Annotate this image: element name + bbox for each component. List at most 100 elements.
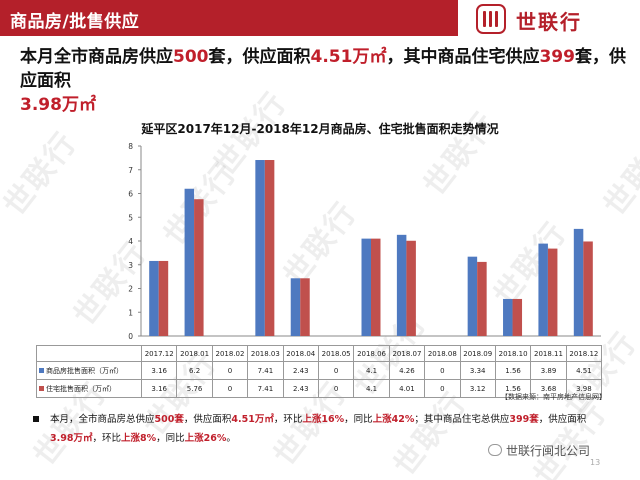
table-cell: 3.12 [459,379,496,398]
bar-commercial [396,234,407,336]
table-header-cell: 2018.09 [459,345,496,362]
table-header-cell: 2018.04 [282,345,319,362]
headline-value-res-area: 3.98万㎡ [20,95,96,115]
table-cell: 7.41 [247,379,284,398]
table-cell: 0 [317,361,355,380]
table-row-residential: 住宅批售面积（万㎡） 3.16 5.76 0 7.41 2.43 0 4.1 4… [36,379,603,398]
table-cell: 2.43 [282,379,319,398]
summary-part: ；其中商品住宅总供应 [414,414,510,425]
chart-title: 延平区2017年12月-2018年12月商品房、住宅批售面积走势情况 [141,122,499,136]
bar-residential [264,160,275,336]
summary-highlight: 上涨26% [184,433,227,444]
headline: 本月全市商品房供应500套，供应面积4.51万㎡，其中商品住宅供应399套，供应… [20,45,632,117]
table-cell: 3.16 [140,361,178,380]
summary-part: ，同比 [344,414,373,425]
table-header-cell: 2018.05 [317,345,355,362]
table-cell: 4.26 [388,361,426,380]
summary-highlight: 上涨16% [302,414,345,425]
legend-swatch-commercial [39,368,44,373]
header-bar: 商品房/批售供应 [0,0,458,36]
table-header-cell: 2018.01 [176,345,213,362]
table-cell: 0 [317,379,355,398]
bar-commercial [573,228,584,336]
bar-residential [300,278,310,336]
table-cell: 3.68 [530,379,567,398]
bar-residential [371,238,381,336]
bar-commercial [538,243,548,336]
table-cell: 0 [424,361,461,380]
table-header-cell: 2018.02 [211,345,249,362]
table-header-cell: 2018.10 [494,345,532,362]
summary-part: ，同比 [156,433,185,444]
table-cell: 7.41 [247,361,284,380]
legend-label-residential: 住宅批售面积（万㎡） [46,384,116,393]
bar-residential [583,241,593,336]
bar-commercial [290,278,301,336]
table-cell: 4.51 [565,361,603,380]
summary-highlight: 上涨42% [372,414,415,425]
bar-residential [477,261,487,336]
summary-part: ，供应面积 [538,414,587,425]
legend-entry-commercial: 商品房批售面积（万㎡） [36,361,142,380]
brand-logo: 世联行 [472,3,632,35]
bar-commercial [149,260,159,336]
bar-commercial [184,188,195,336]
summary-part: ，环比 [92,433,121,444]
y-tick-label: 5 [128,213,133,222]
summary-highlight: 3.98万㎡ [50,433,93,444]
table-header-cell: 2018.08 [424,345,461,362]
summary-part: 本月，全市商品房总供应 [50,414,155,425]
table-header-cell: 2018.03 [247,345,284,362]
table-header-cell: 2018.11 [530,345,567,362]
headline-value-units: 500 [173,47,209,67]
y-tick-label: 6 [128,190,133,199]
headline-value-res-units: 399 [539,47,575,67]
bar-residential [547,248,558,336]
table-header-cell: 2017.12 [140,345,178,362]
bar-commercial [503,298,513,336]
bar-residential [512,298,523,336]
table-cell: 4.1 [353,361,390,380]
bar-residential [158,260,169,336]
bar-residential [194,199,204,336]
headline-text-1: 本月全市商品房供应 [20,47,173,67]
table-cell: 5.76 [176,379,213,398]
table-header-cell: 2018.06 [353,345,390,362]
table-cell: 3.98 [565,379,603,398]
y-tick-label: 8 [128,142,133,151]
table-cell: 3.16 [140,379,178,398]
y-tick-label: 3 [128,261,133,270]
y-tick-label: 4 [128,237,133,246]
summary-highlight: 500套 [154,414,184,425]
table-corner-cell [36,345,142,362]
table-cell: 1.56 [494,361,532,380]
legend-label-commercial: 商品房批售面积（万㎡） [46,366,123,375]
summary-highlight: 399套 [509,414,539,425]
table-cell: 0 [211,361,249,380]
bullet-icon [33,416,39,422]
table-row-commercial: 商品房批售面积（万㎡） 3.16 6.2 0 7.41 2.43 0 4.1 4… [36,361,603,380]
y-tick-label: 2 [128,285,133,294]
bar-commercial [255,160,265,336]
page-title: 商品房/批售供应 [10,12,140,32]
table-cell: 6.2 [176,361,213,380]
table-cell: 4.01 [388,379,426,398]
headline-value-area: 4.51万㎡ [310,47,387,67]
headline-text-2: 套，供应面积 [208,47,311,67]
table-header-row: 2017.12 2018.01 2018.02 2018.03 2018.04 … [36,345,603,362]
table-cell: 2.43 [282,361,319,380]
table-cell: 0 [211,379,249,398]
table-header-cell: 2018.12 [565,345,603,362]
bar-commercial [467,256,478,336]
headline-text-3: ，其中商品住宅供应 [386,47,540,67]
summary-part: ，环比 [273,414,303,425]
summary-part: 。 [226,433,236,444]
bar-commercial [361,238,371,336]
logo-text: 世联行 [516,10,582,34]
legend-entry-residential: 住宅批售面积（万㎡） [36,379,142,398]
page-number: 13 [590,458,601,467]
headline-text-4: 套，供应面积 [20,47,626,91]
logo-mark-icon [476,4,506,34]
table-cell: 4.1 [353,379,390,398]
